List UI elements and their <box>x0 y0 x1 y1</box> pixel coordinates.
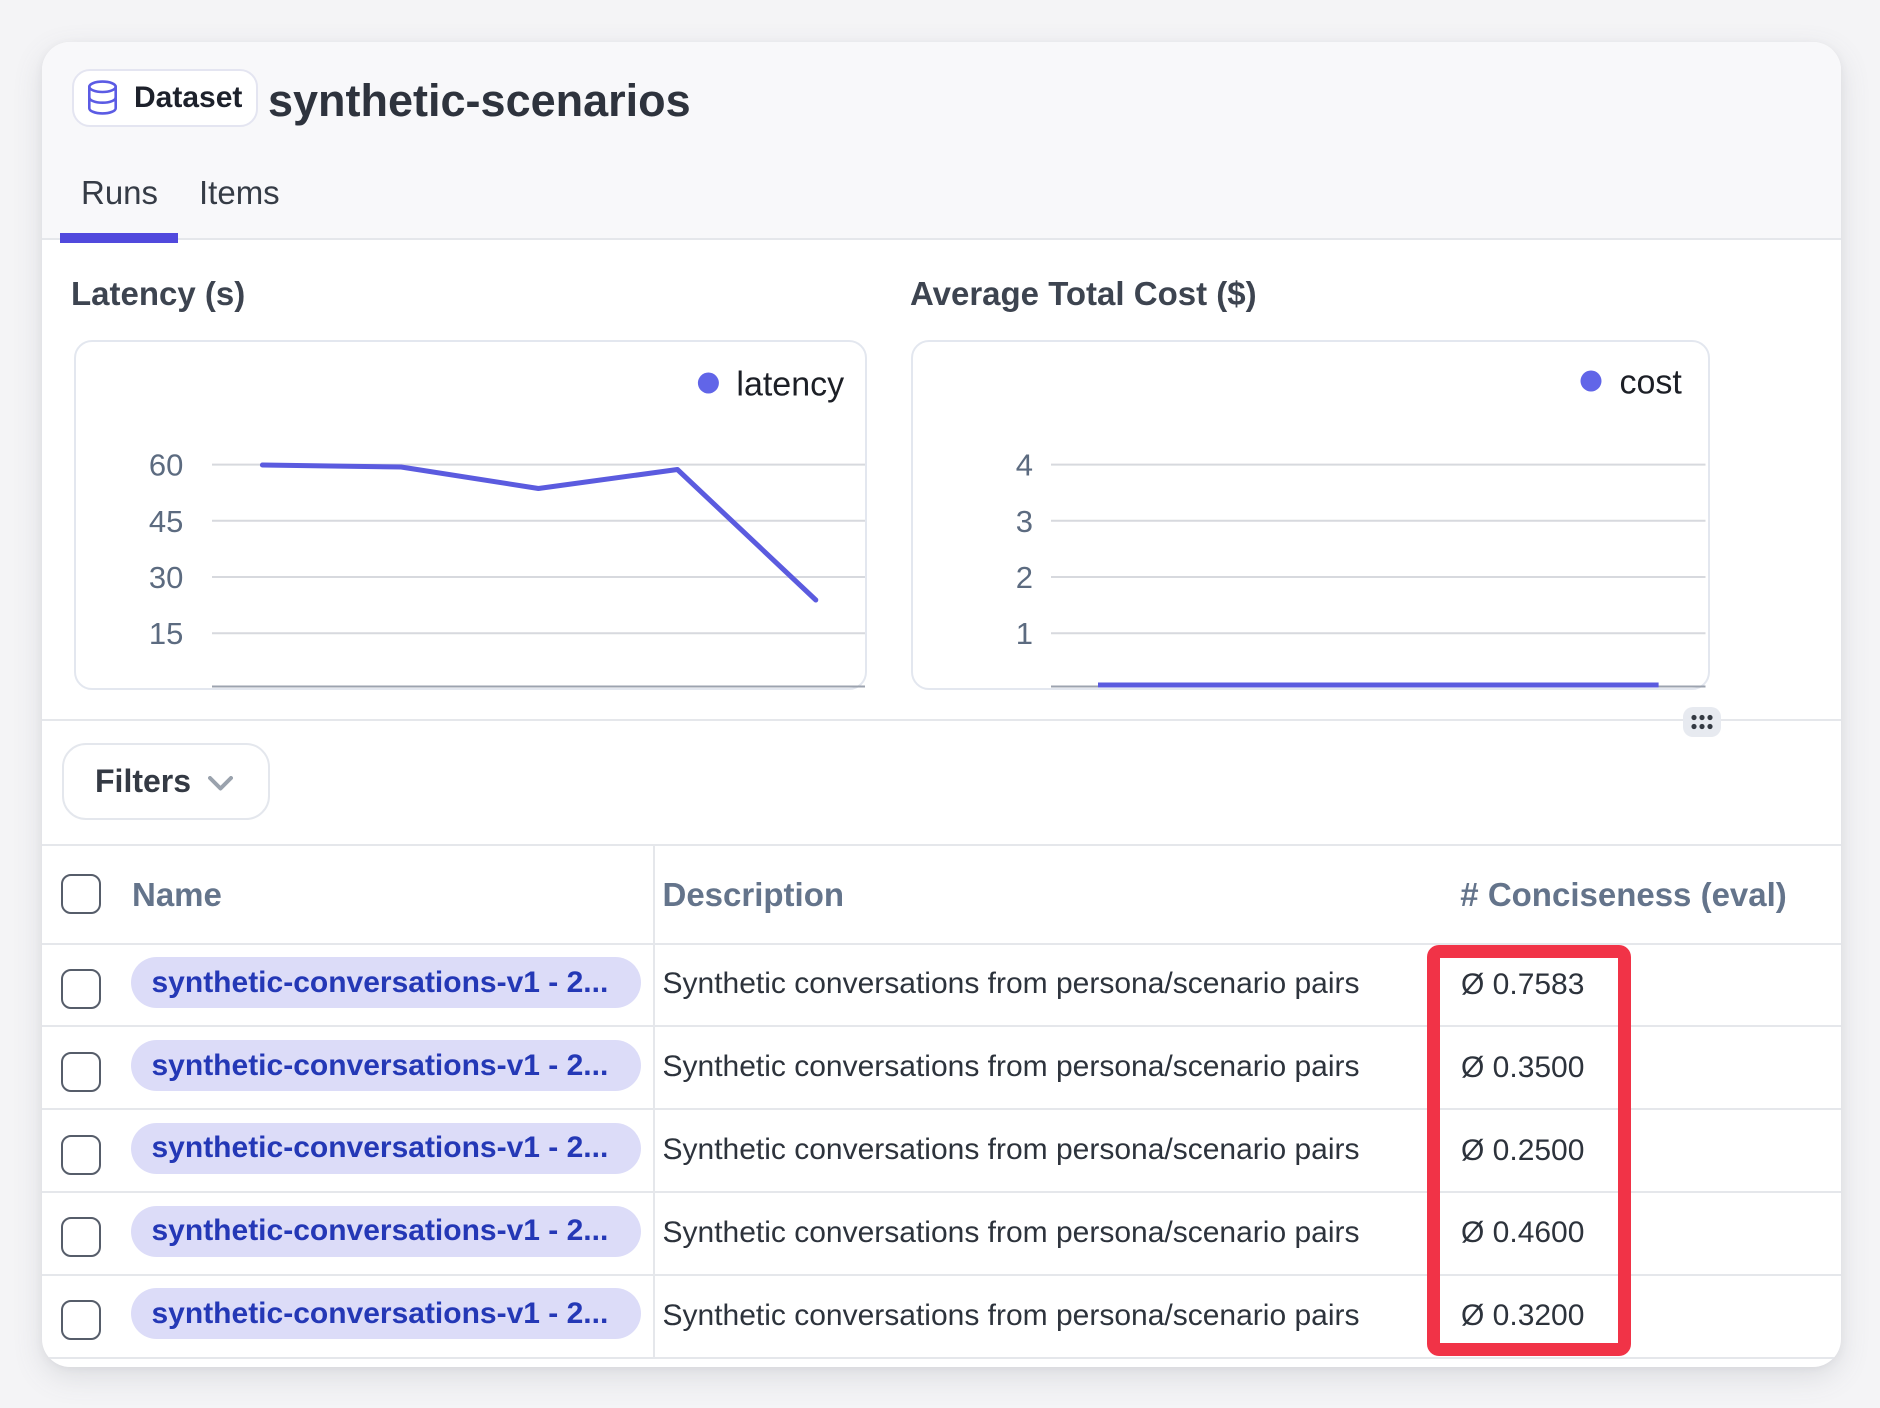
svg-text:3: 3 <box>1016 504 1033 539</box>
svg-text:15: 15 <box>149 616 183 651</box>
svg-text:1: 1 <box>1016 616 1033 651</box>
svg-text:30: 30 <box>149 560 183 595</box>
svg-text:latency: latency <box>736 365 844 403</box>
svg-text:4: 4 <box>1016 448 1033 483</box>
svg-text:cost: cost <box>1620 363 1683 401</box>
svg-text:60: 60 <box>149 448 183 483</box>
svg-text:45: 45 <box>149 504 183 539</box>
svg-text:2: 2 <box>1016 560 1033 595</box>
